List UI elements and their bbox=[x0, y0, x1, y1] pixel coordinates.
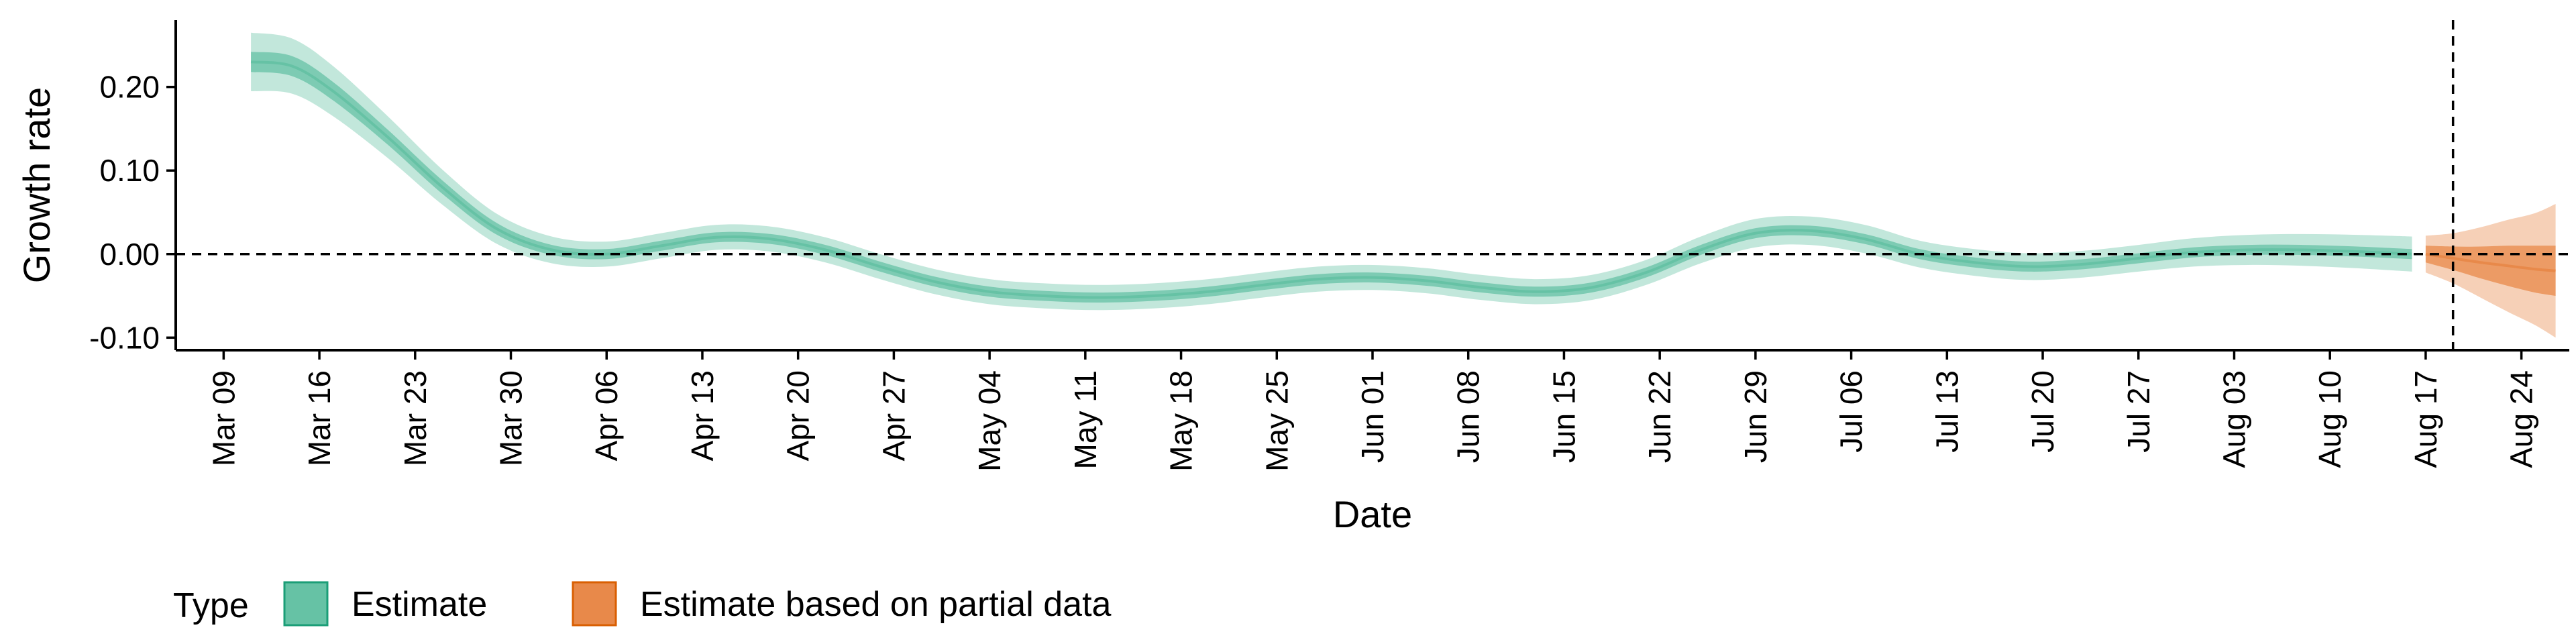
legend-label-1: Estimate bbox=[352, 585, 487, 624]
x-tick-label: Apr 06 bbox=[589, 370, 624, 462]
x-tick-label: Mar 23 bbox=[398, 370, 433, 466]
x-tick-label: Jul 27 bbox=[2121, 370, 2156, 453]
x-tick-label: Mar 16 bbox=[302, 370, 337, 466]
x-tick-label: May 04 bbox=[972, 370, 1007, 472]
legend-key-1 bbox=[283, 581, 329, 627]
x-tick-label: Jun 29 bbox=[1738, 370, 1773, 463]
x-tick-label: May 25 bbox=[1259, 370, 1294, 472]
y-tick-label: 0.00 bbox=[99, 237, 160, 272]
x-tick-label: Mar 30 bbox=[494, 370, 529, 466]
legend: Type Estimate Estimate based on partial d… bbox=[173, 581, 1112, 627]
x-tick-label: Aug 10 bbox=[2312, 370, 2347, 468]
legend-title: Type bbox=[173, 586, 249, 625]
x-tick-label: Jun 15 bbox=[1546, 370, 1581, 463]
x-tick-label: Jul 13 bbox=[1929, 370, 1964, 453]
x-tick-label: Jun 01 bbox=[1355, 370, 1390, 463]
x-tick-label: Aug 03 bbox=[2216, 370, 2251, 468]
axes bbox=[174, 20, 2569, 352]
median-line-2 bbox=[2425, 252, 2556, 272]
x-tick-label: Jul 06 bbox=[1834, 370, 1869, 453]
x-tick-label: Aug 17 bbox=[2408, 370, 2443, 468]
x-tick-label: Jun 22 bbox=[1642, 370, 1677, 463]
x-tick-label: Jun 08 bbox=[1451, 370, 1486, 463]
x-tick-label: Apr 20 bbox=[781, 370, 816, 462]
y-axis-title: Growth rate bbox=[15, 87, 58, 284]
y-ticks: 0.20 0.10 0.00 -0.10 bbox=[89, 70, 176, 355]
x-tick-label: May 11 bbox=[1068, 370, 1103, 469]
legend-label-2: Estimate based on partial data bbox=[640, 585, 1112, 624]
y-tick-label: 0.10 bbox=[99, 153, 160, 188]
x-tick-label: Apr 13 bbox=[685, 370, 720, 462]
ci90-bands bbox=[251, 32, 2556, 338]
legend-key-2 bbox=[572, 581, 617, 627]
x-tick-label: Aug 24 bbox=[2504, 370, 2539, 468]
median-line-1 bbox=[250, 60, 2412, 299]
x-tick-label: May 18 bbox=[1164, 370, 1199, 472]
median-lines bbox=[250, 60, 2556, 299]
y-tick-label: 0.20 bbox=[99, 70, 160, 105]
x-ticks: Mar 09 Mar 16 Mar 23 Mar 30 Apr 06 Apr 13 Apr … bbox=[206, 350, 2539, 472]
x-tick-label: Apr 27 bbox=[876, 370, 911, 462]
x-axis-title: Date bbox=[1333, 493, 1412, 535]
y-tick-label: -0.10 bbox=[89, 320, 160, 355]
x-tick-label: Jul 20 bbox=[2025, 370, 2060, 453]
reference-lines bbox=[176, 20, 2569, 350]
x-tick-label: Mar 09 bbox=[206, 370, 241, 466]
